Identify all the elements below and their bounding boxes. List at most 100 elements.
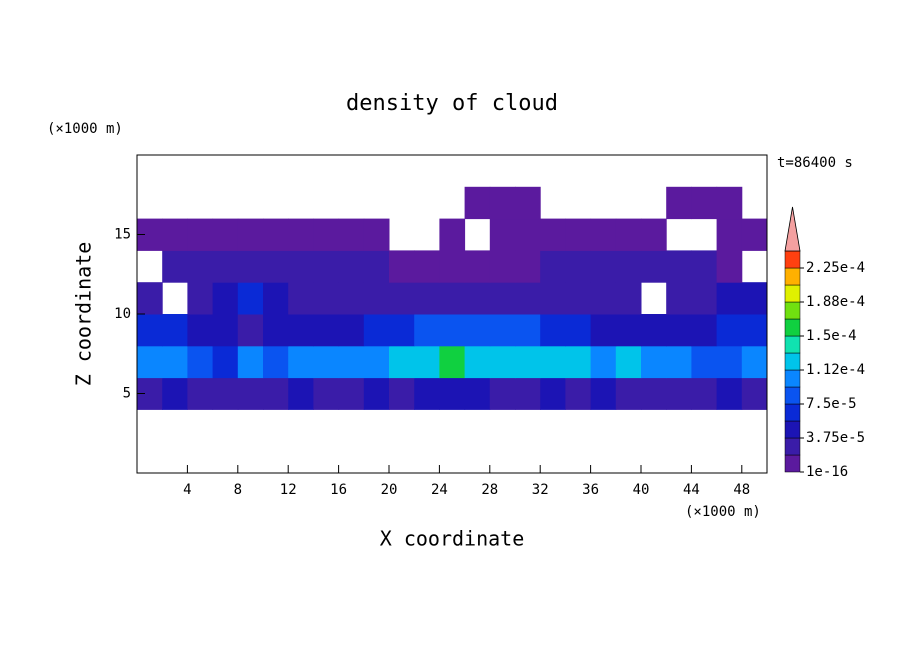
contour-cell	[389, 282, 415, 315]
x-tick-label: 20	[381, 482, 398, 498]
contour-cell	[489, 186, 516, 220]
contour-cell	[237, 282, 264, 315]
contour-cell	[741, 282, 768, 315]
contour-cell	[389, 377, 415, 410]
colorbar-tick-label: 1.88e-4	[806, 294, 865, 310]
contour-cell	[489, 377, 516, 410]
contour-cell	[691, 345, 718, 379]
colorbar-tick-label: 3.75e-5	[806, 430, 865, 446]
x-tick-label: 28	[481, 482, 498, 498]
contour-cell	[313, 377, 340, 410]
contour-cell	[288, 377, 314, 410]
contour-cell	[590, 218, 617, 251]
contour-cell	[691, 250, 718, 283]
colorbar-band	[784, 284, 801, 303]
contour-cell	[137, 314, 163, 347]
contour-cell	[489, 314, 516, 347]
contour-cell	[212, 377, 239, 410]
colorbar-extend	[784, 206, 801, 252]
contour-cell	[590, 314, 617, 347]
contour-cell	[666, 314, 692, 347]
contour-cell	[515, 282, 541, 315]
contour-cell	[313, 345, 340, 379]
y-axis-label: Z coordinate	[72, 242, 96, 387]
colorbar-band	[784, 250, 801, 269]
colorbar-tick-label: 1e-16	[806, 464, 848, 480]
colorbar-band	[784, 267, 801, 286]
contour-cell	[716, 250, 743, 283]
contour-cell	[288, 345, 314, 379]
x-tick-label: 36	[582, 482, 599, 498]
y-tick-label: 15	[114, 227, 131, 243]
contour-cell	[338, 282, 365, 315]
contour-cell	[237, 218, 264, 251]
colorbar-band	[784, 335, 801, 354]
contour-cell	[313, 218, 340, 251]
contour-cell	[716, 186, 743, 220]
contour-cell	[363, 377, 390, 410]
contour-cell	[615, 218, 642, 251]
contour-cell	[212, 282, 239, 315]
contour-cell	[263, 345, 289, 379]
contour-cell	[540, 218, 566, 251]
contour-cell	[338, 218, 365, 251]
contour-cell	[363, 218, 390, 251]
contour-cell	[666, 345, 692, 379]
colorbar-band	[784, 369, 801, 388]
contour-cell	[414, 282, 440, 315]
contour-cell	[691, 186, 718, 220]
contour-cell	[641, 345, 667, 379]
colorbar-band	[784, 352, 801, 371]
x-tick-label: 48	[733, 482, 750, 498]
contour-cell	[666, 282, 692, 315]
contour-cell	[162, 377, 188, 410]
contour-cell	[237, 314, 264, 347]
contour-cell	[515, 377, 541, 410]
contour-cell	[464, 377, 491, 410]
contour-cell	[565, 345, 592, 379]
colorbar-band	[784, 420, 801, 439]
x-tick-label: 24	[431, 482, 448, 498]
contour-field	[137, 186, 768, 410]
contour-cell	[741, 345, 768, 379]
contour-cell	[162, 218, 188, 251]
contour-cell	[414, 250, 440, 283]
contour-cell	[716, 377, 743, 410]
contour-cell	[590, 282, 617, 315]
contour-cell	[439, 345, 466, 379]
contour-cell	[666, 186, 692, 220]
contour-cell	[288, 218, 314, 251]
contour-cell	[489, 250, 516, 283]
contour-cell	[162, 314, 188, 347]
x-tick-label: 44	[683, 482, 700, 498]
contour-cell	[439, 250, 466, 283]
contour-cell	[741, 377, 768, 410]
contour-cell	[515, 250, 541, 283]
contour-cell	[212, 345, 239, 379]
contour-cell	[540, 282, 566, 315]
contour-cell	[212, 218, 239, 251]
colorbar-tick-label: 1.12e-4	[806, 362, 865, 378]
contour-cell	[691, 282, 718, 315]
contour-cell	[439, 314, 466, 347]
contour-cell	[540, 250, 566, 283]
contour-cell	[615, 250, 642, 283]
contour-cell	[263, 282, 289, 315]
contour-cell	[615, 377, 642, 410]
contour-cell	[666, 250, 692, 283]
contour-cell	[515, 186, 541, 220]
colorbar-band	[784, 318, 801, 337]
contour-cell	[565, 250, 592, 283]
contour-cell	[363, 314, 390, 347]
contour-cell	[363, 345, 390, 379]
contour-cell	[137, 345, 163, 379]
contour-cell	[666, 377, 692, 410]
contour-cell	[565, 314, 592, 347]
x-tick-label: 8	[234, 482, 242, 498]
contour-cell	[691, 377, 718, 410]
contour-cell	[565, 282, 592, 315]
contour-cell	[338, 314, 365, 347]
contour-cell	[590, 377, 617, 410]
contour-cell	[515, 314, 541, 347]
